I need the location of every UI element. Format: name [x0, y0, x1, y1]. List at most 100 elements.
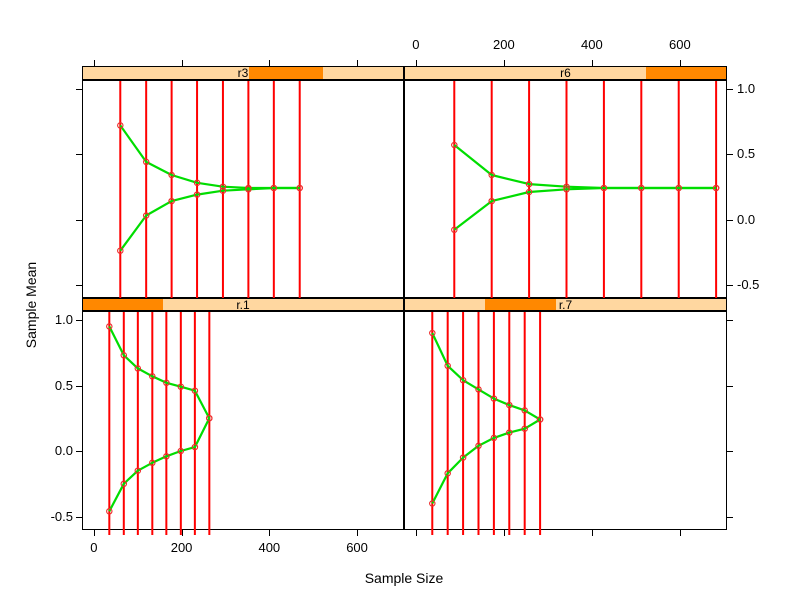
data-point-marker: [106, 323, 113, 330]
y-tick-right: [727, 516, 733, 518]
y-tick-label-right: -0.5: [737, 276, 760, 292]
data-point-marker: [563, 186, 570, 193]
data-point-marker: [488, 197, 495, 205]
x-tick-bottom: [679, 530, 681, 536]
data-point-marker: [488, 171, 495, 179]
x-tick-bottom: [181, 530, 183, 536]
strip-label-r7: r.7: [558, 298, 573, 311]
data-point-marker: [521, 407, 528, 414]
strip-r3: r3: [82, 66, 404, 80]
y-tick-right: [727, 451, 733, 453]
x-tick-top: [181, 60, 183, 66]
data-point-marker: [177, 383, 185, 390]
data-point-marker: [638, 184, 645, 192]
y-tick-right: [727, 385, 733, 387]
x-tick-bottom: [503, 530, 505, 536]
y-tick-label-left: 0.0: [54, 443, 73, 459]
x-tick-label-top: 600: [669, 37, 691, 52]
data-point-marker: [490, 434, 498, 442]
x-tick-top: [591, 60, 593, 66]
data-point-marker: [142, 158, 150, 166]
strip-shingle-shade: [485, 299, 556, 310]
y-tick-left: [76, 89, 82, 91]
data-point-marker: [451, 141, 458, 149]
data-point-marker: [134, 467, 142, 474]
panel-r6: [404, 80, 727, 299]
data-point-marker: [168, 171, 175, 179]
y-tick-right: [727, 320, 733, 322]
y-tick-right: [727, 219, 733, 221]
data-point-marker: [193, 179, 201, 187]
x-tick-label-top: 400: [581, 37, 603, 52]
x-tick-top: [503, 60, 505, 66]
data-point-marker: [296, 184, 303, 192]
data-point-marker: [459, 454, 467, 461]
data-point-marker: [120, 480, 128, 488]
strip-r1: r.1: [82, 298, 404, 311]
x-tick-bottom: [93, 530, 95, 536]
y-tick-label-right: 0.0: [737, 211, 756, 227]
data-point-marker: [525, 180, 533, 188]
y-tick-label-left: 1.0: [54, 312, 73, 328]
y-tick-left: [76, 451, 82, 453]
strip-label-r1: r.1: [236, 298, 250, 311]
data-point-marker: [521, 425, 528, 432]
data-point-marker: [193, 191, 201, 198]
x-tick-bottom: [415, 530, 417, 536]
x-axis-title: Sample Size: [364, 570, 444, 586]
x-tick-label-top: 200: [493, 37, 515, 52]
strip-shingle-shade: [83, 299, 163, 310]
data-point-marker: [191, 387, 199, 394]
y-tick-left: [76, 516, 82, 518]
x-tick-bottom: [269, 530, 271, 536]
data-point-marker: [149, 459, 156, 467]
x-tick-label-bottom: 600: [346, 540, 368, 555]
x-tick-top: [415, 60, 417, 66]
data-point-marker: [117, 247, 124, 254]
data-point-marker: [490, 395, 498, 402]
data-point-marker: [191, 443, 199, 451]
strip-label-r3: r3: [237, 66, 249, 80]
x-tick-bottom: [357, 530, 359, 536]
data-point-marker: [142, 212, 150, 219]
data-point-marker: [600, 184, 608, 192]
strip-shingle-shade: [645, 67, 726, 79]
y-tick-label-left: -0.5: [50, 508, 73, 524]
y-tick-left: [76, 219, 82, 221]
upper-bound-curve: [453, 144, 717, 190]
x-tick-label-bottom: 0: [90, 540, 98, 555]
x-tick-top: [357, 60, 359, 66]
strip-r7: r.7: [404, 298, 727, 311]
panel-canvas-r6: [451, 81, 720, 299]
panel-canvas-r1: [106, 312, 213, 535]
panel-canvas-r3: [117, 81, 303, 299]
strip-r6: r6: [404, 66, 727, 80]
data-point-marker: [675, 184, 682, 192]
data-point-marker: [206, 414, 213, 422]
y-tick-left: [76, 284, 82, 286]
x-tick-top: [93, 60, 95, 66]
lower-bound-curve: [119, 186, 300, 252]
strip-label-r6: r6: [560, 66, 571, 80]
panel-r3: [82, 80, 404, 299]
panel-r1: [82, 311, 404, 535]
data-point-marker: [475, 386, 482, 393]
data-point-marker: [525, 188, 533, 196]
data-point-marker: [163, 453, 170, 460]
y-tick-label-right: 0.5: [737, 146, 756, 162]
data-point-marker: [117, 122, 124, 129]
x-tick-top: [269, 60, 271, 66]
y-tick-right: [727, 154, 733, 156]
x-tick-label-top: 0: [412, 37, 420, 52]
y-tick-label-right: 1.0: [737, 81, 756, 97]
x-tick-bottom: [591, 530, 593, 536]
data-point-marker: [106, 508, 113, 515]
lower-bound-curve: [453, 186, 717, 231]
data-point-marker: [219, 187, 227, 194]
strip-shingle-shade: [249, 67, 323, 79]
y-tick-right: [727, 89, 733, 91]
y-tick-right: [727, 284, 733, 286]
panel-canvas-r7: [429, 312, 544, 535]
